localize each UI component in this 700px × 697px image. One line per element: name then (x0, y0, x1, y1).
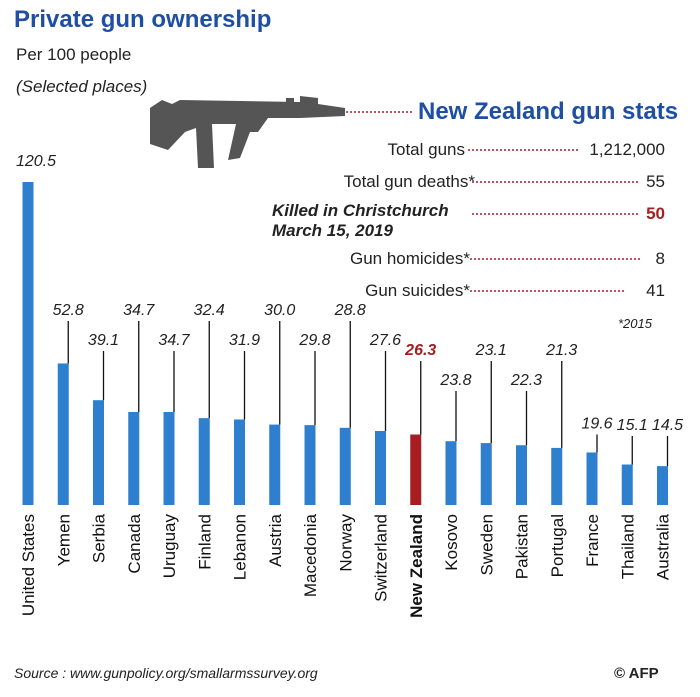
chart-title: Private gun ownership (14, 6, 272, 33)
stats-leaders (468, 149, 640, 292)
bar-serbia (93, 400, 104, 505)
category-label-united-states: United States (19, 514, 38, 616)
bar-austria (269, 424, 281, 505)
category-label-thailand: Thailand (618, 514, 637, 579)
stat-label-christchurch-line1: Killed in Christchurch (272, 201, 449, 220)
category-label-lebanon: Lebanon (231, 514, 250, 580)
category-label-australia: Australia (654, 513, 673, 580)
value-label-united-states: 120.5 (16, 153, 56, 170)
bars-layer: 120.5 United States 52.8 Yemen 39.1 Serbia 34.… (16, 153, 683, 618)
bar-uruguay (163, 411, 175, 505)
value-label-finland: 32.4 (194, 302, 225, 319)
chart-note: (Selected places) (16, 77, 148, 96)
stat-value-suicides: 41 (646, 281, 665, 300)
category-label-finland: Finland (195, 514, 214, 570)
stat-value-christchurch: 50 (646, 204, 665, 223)
value-label-thailand: 15.1 (617, 417, 648, 434)
stat-label-christchurch-line2: March 15, 2019 (272, 221, 393, 240)
category-label-canada: Canada (125, 513, 144, 573)
bar-finland (198, 418, 210, 505)
bar-macedonia (304, 425, 316, 505)
bar-lebanon (234, 419, 245, 505)
category-label-france: France (583, 514, 602, 567)
stat-label-suicides: Gun suicides* (365, 281, 470, 300)
stat-label-homicides: Gun homicides* (349, 249, 470, 268)
afp-credit: © AFP (614, 665, 659, 682)
bar-france (586, 452, 598, 505)
value-label-norway: 28.8 (334, 302, 366, 319)
bar-canada (128, 411, 140, 505)
stat-label-total-guns: Total guns (387, 140, 466, 159)
bar-portugal (551, 447, 563, 505)
value-label-switzerland: 27.6 (369, 332, 401, 349)
stat-value-total-deaths: 55 (646, 172, 665, 191)
category-label-portugal: Portugal (548, 514, 567, 577)
stats-footnote: *2015 (618, 316, 652, 331)
category-label-uruguay: Uruguay (160, 514, 179, 579)
value-label-serbia: 39.1 (88, 332, 119, 349)
category-label-macedonia: Macedonia (301, 513, 320, 597)
value-label-australia: 14.5 (652, 417, 683, 434)
bar-kosovo (445, 441, 457, 505)
category-label-norway: Norway (336, 514, 355, 572)
value-label-austria: 30.0 (264, 302, 295, 319)
category-label-sweden: Sweden (477, 514, 496, 575)
category-label-new-zealand: New Zealand (407, 514, 426, 618)
value-label-yemen: 52.8 (53, 302, 84, 319)
value-label-pakistan: 22.3 (510, 372, 542, 389)
value-label-macedonia: 29.8 (298, 332, 330, 349)
category-label-yemen: Yemen (54, 514, 73, 566)
category-label-pakistan: Pakistan (513, 514, 532, 579)
bar-sweden (480, 443, 492, 505)
bar-thailand (621, 464, 633, 505)
bar-yemen (57, 363, 69, 505)
category-label-serbia: Serbia (90, 513, 109, 563)
category-label-kosovo: Kosovo (442, 514, 461, 571)
value-label-portugal: 21.3 (545, 342, 577, 359)
value-label-canada: 34.7 (123, 302, 155, 319)
bar-united-states (22, 182, 34, 505)
value-label-uruguay: 34.7 (158, 332, 190, 349)
stat-label-total-deaths: Total gun deaths* (343, 172, 475, 191)
bar-new-zealand (410, 434, 422, 505)
value-label-france: 19.6 (581, 415, 612, 432)
value-label-lebanon: 31.9 (229, 332, 260, 349)
category-label-austria: Austria (266, 513, 285, 566)
chart-subtitle: Per 100 people (16, 45, 132, 64)
stat-value-homicides: 8 (655, 249, 665, 268)
stat-value-total-guns: 1,212,000 (589, 140, 665, 159)
source-note: Source : www.gunpolicy.org/smallarmssurv… (14, 665, 318, 681)
bar-pakistan (516, 445, 527, 505)
value-label-new-zealand: 26.3 (404, 342, 436, 359)
bar-switzerland (375, 431, 386, 505)
nz-stats-title: New Zealand gun stats (418, 98, 679, 125)
category-label-switzerland: Switzerland (372, 514, 391, 602)
bar-norway (339, 427, 351, 505)
value-label-sweden: 23.1 (475, 342, 507, 359)
value-label-kosovo: 23.8 (439, 372, 471, 389)
bar-australia (657, 466, 668, 505)
rifle-icon (150, 96, 345, 168)
